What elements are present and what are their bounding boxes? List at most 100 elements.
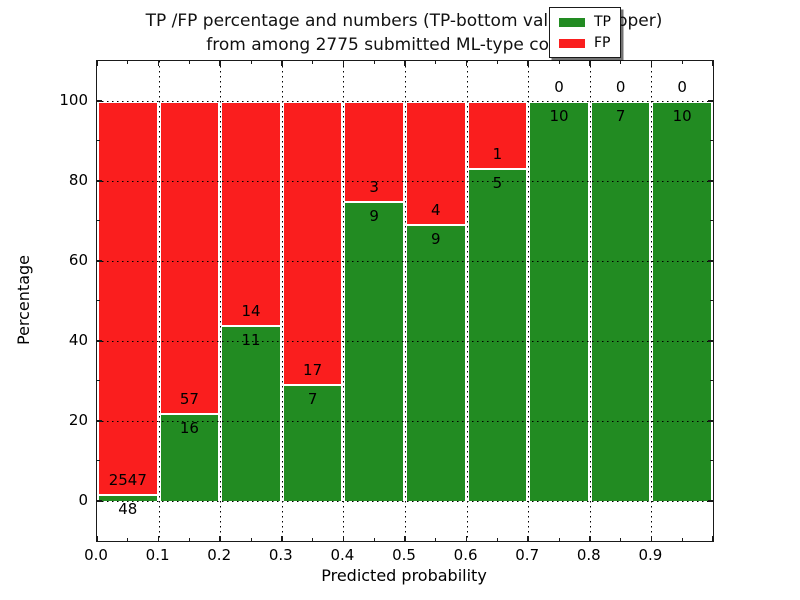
- tp-count-label: 10: [549, 107, 569, 125]
- x-minor-tick: [373, 538, 375, 541]
- x-minor-tick: [127, 61, 129, 64]
- tp-count-label: 11: [241, 331, 261, 349]
- plot-area: 2547 48 57 16 14 11 17 7 3 9 4 9 1 5 0 10 0 7 0 10: [96, 60, 714, 542]
- tp-count-label: 5: [492, 173, 503, 192]
- y-tick: [97, 420, 102, 422]
- x-minor-tick: [435, 61, 437, 64]
- y-tick: [708, 180, 713, 182]
- x-tick: [589, 536, 591, 541]
- y-minor-tick: [710, 140, 713, 142]
- bar-fp-segment: [466, 101, 529, 168]
- x-tick: [404, 61, 406, 66]
- y-tick: [97, 500, 102, 502]
- fp-count-label: 1: [492, 144, 503, 163]
- x-tick-label: 0.9: [638, 546, 663, 564]
- y-tick: [97, 100, 102, 102]
- y-tick: [97, 180, 102, 182]
- x-gridline: [466, 61, 468, 541]
- x-tick: [157, 536, 160, 541]
- x-gridline: [220, 61, 222, 541]
- fp-count-label: 17: [303, 361, 323, 380]
- x-tick-label: 0.0: [84, 546, 108, 564]
- y-tick-label: 80: [68, 171, 88, 189]
- x-minor-tick: [558, 538, 560, 541]
- bar-fp-segment: [220, 101, 282, 325]
- x-minor-tick: [620, 61, 622, 64]
- y-gridline: [97, 501, 713, 502]
- x-tick: [219, 536, 221, 541]
- x-tick: [527, 61, 529, 66]
- y-tick: [708, 420, 713, 422]
- y-tick: [708, 500, 713, 502]
- chart-title-line1: TP /FP percentage and numbers (TP-bottom…: [145, 11, 663, 31]
- x-minor-tick: [250, 538, 252, 541]
- x-minor-tick: [188, 61, 190, 64]
- chart-title: TP /FP percentage and numbers (TP-bottom…: [96, 9, 712, 57]
- y-minor-tick: [97, 220, 100, 222]
- x-gridline: [343, 61, 345, 541]
- y-minor-tick: [97, 140, 100, 142]
- x-minor-tick: [496, 61, 498, 64]
- fp-count-label: 4: [431, 201, 441, 220]
- x-tick-label: 0.2: [207, 546, 232, 564]
- x-minor-tick: [188, 538, 190, 541]
- tp-swatch-icon: [559, 17, 585, 27]
- x-minor-tick: [435, 538, 437, 541]
- y-tick: [97, 260, 102, 262]
- bar-tp-segment: [651, 101, 713, 501]
- fp-swatch-icon: [559, 38, 585, 48]
- bar-tp-segment: [466, 167, 529, 501]
- tp-count-label: 9: [369, 207, 379, 225]
- x-tick-label: 0.4: [330, 546, 355, 564]
- y-gridline: [97, 181, 713, 182]
- tp-count-label: 9: [431, 230, 441, 249]
- x-tick: [589, 61, 591, 66]
- fp-count-label: 0: [554, 78, 564, 96]
- bar-tp-segment: [220, 325, 282, 501]
- legend-label-tp: TP: [594, 14, 611, 30]
- x-tick: [712, 536, 714, 541]
- y-minor-tick: [710, 380, 713, 382]
- x-tick: [650, 536, 653, 541]
- x-minor-tick: [312, 61, 314, 64]
- x-tick: [96, 61, 98, 66]
- x-tick: [712, 61, 714, 66]
- y-minor-tick: [710, 220, 713, 222]
- y-tick: [708, 340, 713, 342]
- x-tick: [650, 61, 653, 66]
- y-tick: [708, 100, 713, 102]
- tp-count-label: 48: [118, 499, 138, 518]
- fp-count-label: 14: [241, 302, 261, 320]
- bar-tp-segment: [343, 201, 405, 501]
- y-gridline: [97, 421, 713, 422]
- x-tick-label: 0.1: [145, 546, 170, 564]
- y-minor-tick: [710, 460, 713, 462]
- y-tick-label: 100: [59, 91, 88, 109]
- tp-count-label: 16: [179, 419, 199, 438]
- x-minor-tick: [681, 538, 683, 541]
- x-minor-tick: [558, 61, 560, 64]
- y-tick-label: 0: [78, 491, 88, 509]
- x-tick: [527, 536, 529, 541]
- x-axis-label: Predicted probability: [321, 566, 487, 585]
- x-tick-label: 0.8: [576, 546, 601, 564]
- y-minor-tick: [97, 460, 100, 462]
- fp-count-label: 57: [179, 390, 199, 409]
- fp-count-label: 0: [615, 78, 626, 96]
- y-gridline: [97, 341, 713, 342]
- x-tick-label: 0.3: [268, 546, 293, 564]
- legend: TP FP: [549, 7, 621, 58]
- bar-tp-segment: [97, 493, 159, 501]
- x-minor-tick: [681, 61, 683, 64]
- x-tick: [465, 61, 468, 66]
- fp-count-label: 2547: [108, 470, 147, 489]
- y-tick: [97, 340, 102, 342]
- y-gridline: [97, 261, 713, 262]
- tp-count-label: 7: [307, 390, 318, 409]
- bar-fp-segment: [158, 101, 221, 414]
- x-gridline: [158, 61, 160, 541]
- x-tick: [342, 61, 345, 66]
- x-minor-tick: [250, 61, 252, 64]
- x-gridline: [405, 61, 406, 541]
